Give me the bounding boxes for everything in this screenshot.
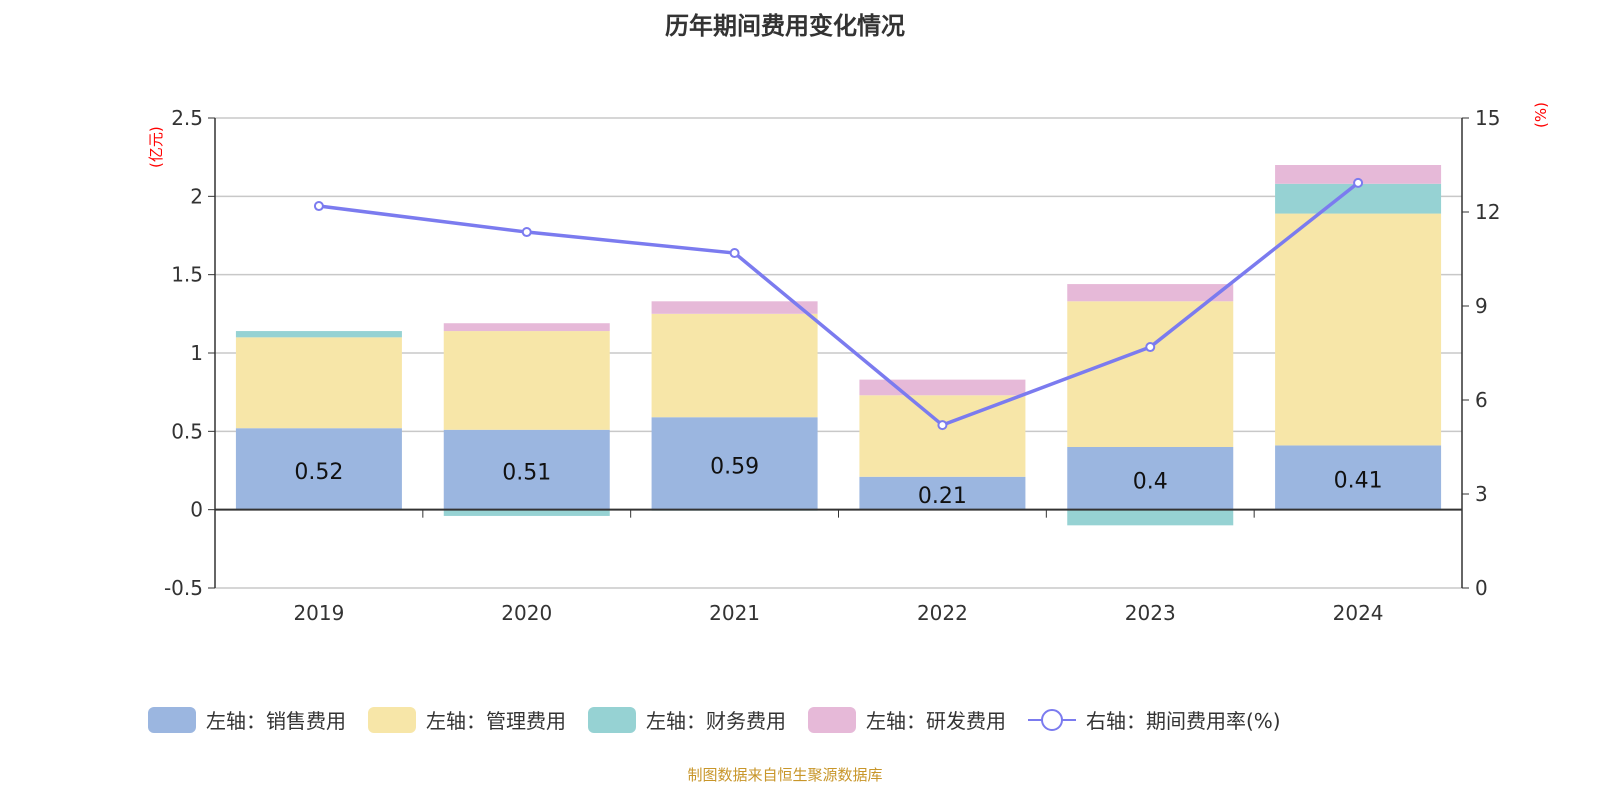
bar-segment [1275,165,1442,184]
line-point [937,420,948,431]
y2-tick-label: 15 [1475,106,1500,130]
bar-segment [1275,183,1442,214]
y-tick-label: 2 [190,184,203,208]
legend-swatch [148,707,196,733]
y-tick-label: 2.5 [171,106,203,130]
y2-tick-label: 9 [1475,294,1488,318]
x-tick-label: 2022 [917,601,968,625]
y-tick-label: 0 [190,498,203,522]
legend-swatch [808,707,856,733]
bar-segment [235,428,402,510]
bar-segment [443,331,610,430]
chart-svg: -0.500.511.522.503691215(亿元)(%)0.5220190… [147,102,1550,733]
bar-segment [651,301,818,314]
line-point [1353,177,1364,188]
x-tick-label: 2020 [501,601,552,625]
legend-swatch [368,707,416,733]
legend-label: 左轴：销售费用 [206,709,346,733]
y-axis-label: (亿元) [147,126,165,168]
legend-marker [1041,709,1063,731]
x-tick-label: 2024 [1333,601,1384,625]
legend-label: 右轴：期间费用率(%) [1086,709,1281,733]
bar-segment [1275,213,1442,446]
line-point [729,248,740,259]
line-point [1145,342,1156,353]
y-tick-label: 1.5 [171,263,203,287]
bar-value-label: 0.51 [502,461,551,486]
data-source-note: 制图数据来自恒生聚源数据库 [687,766,883,784]
bar-segment [651,313,818,418]
y-tick-label: 1 [190,341,203,365]
bar-segment [651,417,818,510]
y-tick-label: -0.5 [164,576,203,600]
bar-segment [859,379,1026,396]
legend-label: 左轴：财务费用 [646,709,786,733]
chart-title: 历年期间费用变化情况 [665,12,905,40]
bar-segment [1067,447,1234,510]
bar-segment [1067,509,1234,526]
y-tick-label: 0.5 [171,419,203,443]
y2-tick-label: 6 [1475,388,1488,412]
bar-segment [443,509,610,516]
bar-segment [1275,445,1442,510]
bar-segment [443,429,610,510]
bar-value-label: 0.21 [918,484,967,509]
legend-label: 左轴：管理费用 [426,709,566,733]
x-tick-label: 2019 [293,601,344,625]
bar-segment [859,476,1026,510]
line-series [318,181,1360,428]
legend-swatch [588,707,636,733]
bar-segment [235,337,402,429]
y2-tick-label: 12 [1475,200,1500,224]
bar-segment [1067,284,1234,302]
line-point [521,227,532,238]
y2-tick-label: 3 [1475,482,1488,506]
bar-segment [443,323,610,332]
legend-label: 左轴：研发费用 [866,709,1006,733]
bar-segment [235,331,402,338]
x-tick-label: 2023 [1125,601,1176,625]
bar-value-label: 0.41 [1334,469,1383,494]
bar-segment [859,395,1026,477]
line-point [313,201,324,212]
y2-axis-label: (%) [1532,102,1550,128]
y2-tick-label: 0 [1475,576,1488,600]
bar-segment [1067,301,1234,447]
bar-value-label: 0.59 [710,454,759,479]
bar-value-label: 0.52 [294,460,343,485]
bar-value-label: 0.4 [1133,469,1168,494]
x-tick-label: 2021 [709,601,760,625]
